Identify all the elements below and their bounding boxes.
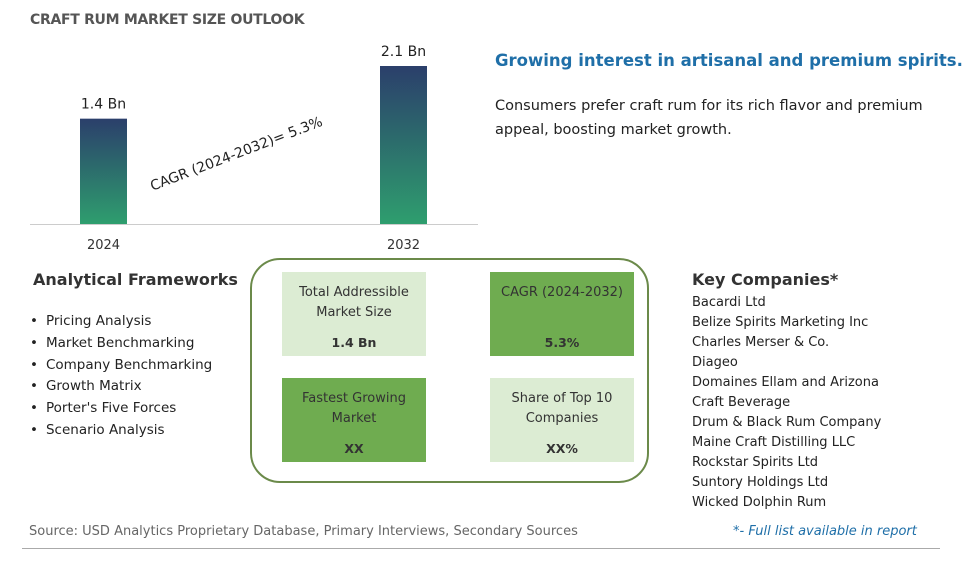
framework-list: Pricing AnalysisMarket BenchmarkingCompa… <box>30 313 212 444</box>
metric-label: CAGR (2024-2032) <box>501 285 623 300</box>
chart: CAGR (2024-2032)= 5.3% 1.4 Bn 2024 2.1 Bn 2… <box>30 44 478 253</box>
company-item: Diageo <box>692 355 738 370</box>
framework-item: Growth Matrix <box>30 378 212 400</box>
framework-item: Company Benchmarking <box>30 357 212 379</box>
framework-item: Scenario Analysis <box>30 422 212 444</box>
company-item: Charles Merser & Co. <box>692 335 830 350</box>
value-label: 2.1 Bn <box>381 44 426 60</box>
section-title: Key Companies* <box>692 270 839 289</box>
divider <box>22 548 940 549</box>
x-tick-label: 2024 <box>87 238 120 253</box>
company-item: Belize Spirits Marketing Inc <box>692 315 869 330</box>
framework-item: Pricing Analysis <box>30 313 212 335</box>
bar <box>80 118 127 224</box>
bar <box>380 66 427 224</box>
source: Source: USD Analytics Proprietary Databa… <box>29 524 578 539</box>
metric-card: Fastest Growing Market XX <box>282 378 426 462</box>
metric-card: Total Addressible Market Size 1.4 Bn <box>282 272 426 356</box>
metric-card: CAGR (2024-2032) 5.3% <box>490 272 634 356</box>
framework-item: Porter's Five Forces <box>30 400 212 422</box>
x-tick-label: 2032 <box>387 238 420 253</box>
company-item: Rockstar Spirits Ltd <box>692 455 819 470</box>
company-item: Maine Craft Distilling LLC <box>692 435 856 450</box>
metric-value: XX <box>344 441 364 456</box>
section-title: Analytical Frameworks <box>33 270 238 289</box>
note: *- Full list available in report <box>733 524 917 539</box>
headline: Growing interest in artisanal and premiu… <box>495 51 963 70</box>
metric-value: 1.4 Bn <box>331 335 377 350</box>
company-item: Drum & Black Rum Company <box>692 415 882 430</box>
cagr-annotation: CAGR (2024-2032)= 5.3% <box>148 114 325 195</box>
metrics-box <box>250 258 649 483</box>
value-label: 1.4 Bn <box>81 97 126 113</box>
metric-label: Fastest Growing Market <box>302 391 406 426</box>
framework-item: Market Benchmarking <box>30 335 212 357</box>
company-item: Wicked Dolphin Rum <box>692 495 827 510</box>
metric-label: Share of Top 10 Companies <box>511 391 613 426</box>
metric-value: 5.3% <box>544 335 580 350</box>
description: Consumers prefer craft rum for its rich … <box>495 98 923 138</box>
chart-title: CRAFT RUM MARKET SIZE OUTLOOK <box>30 12 305 28</box>
company-list: Bacardi Ltd Belize Spirits Marketing Inc C… <box>692 293 907 513</box>
metric-card: Share of Top 10 Companies XX% <box>490 378 634 462</box>
company-item: Bacardi Ltd <box>692 295 766 310</box>
metric-label: Total Addressible Market Size <box>299 285 409 320</box>
metric-value: XX% <box>546 441 578 456</box>
company-item: Suntory Holdings Ltd <box>692 475 829 490</box>
company-item: Domaines Ellam and Arizona Craft Beverag… <box>692 375 879 410</box>
